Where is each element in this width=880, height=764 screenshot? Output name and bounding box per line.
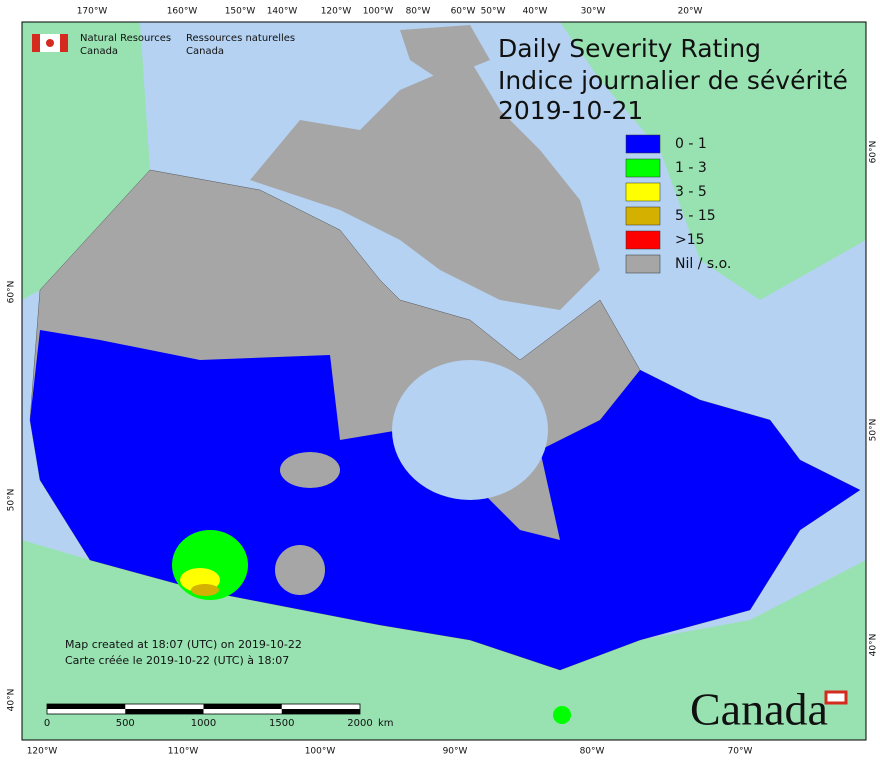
- scale-segment: [203, 704, 282, 709]
- frame: [21, 21, 867, 741]
- legend-label: 0 - 1: [675, 136, 707, 152]
- legend-swatch: [625, 134, 661, 154]
- graticule-label: 170°W: [77, 7, 108, 17]
- graticule-label: 50°N: [7, 489, 17, 512]
- legend-label: 1 - 3: [675, 160, 707, 176]
- title: Indice journalier de sévérité: [498, 66, 848, 95]
- graticule-label: 110°W: [168, 747, 199, 757]
- scale-label: 1500: [269, 718, 294, 729]
- title: Daily Severity Rating: [498, 34, 761, 63]
- graticule-label: 60°W: [451, 7, 476, 17]
- legend-swatch: [625, 254, 661, 274]
- scale-unit: km: [378, 718, 394, 729]
- graticule-label: 150°W: [225, 7, 256, 17]
- graticule-label: 80°W: [406, 7, 431, 17]
- graticule-label: 50°W: [481, 7, 506, 17]
- graticule-label: 40°N: [869, 634, 879, 657]
- scale-segment: [47, 704, 126, 709]
- fire-zone: [553, 706, 571, 724]
- graticule-label: 50°N: [869, 419, 879, 442]
- graticule-label: 120°W: [27, 747, 58, 757]
- agency-fr: Ressources naturelles: [186, 33, 295, 44]
- hudson-bay: [392, 360, 548, 500]
- date: 2019-10-21: [498, 96, 643, 125]
- graticule-label: 30°W: [581, 7, 606, 17]
- graticule-label: 160°W: [167, 7, 198, 17]
- scale-label: 1000: [191, 718, 216, 729]
- agency-fr: Canada: [186, 46, 224, 57]
- agency-en: Canada: [80, 46, 118, 57]
- agency-en: Natural Resources: [80, 33, 171, 44]
- legend-label: >15: [675, 232, 705, 248]
- graticule-label: 80°W: [580, 747, 605, 757]
- nil-patch: [275, 545, 325, 595]
- graticule-label: 70°W: [728, 747, 753, 757]
- graticule-label: 20°W: [678, 7, 703, 17]
- note: Map created at 18:07 (UTC) on 2019-10-22: [65, 638, 302, 651]
- note: Carte créée le 2019-10-22 (UTC) à 18:07: [65, 654, 289, 667]
- scale-label: 0: [44, 718, 50, 729]
- graticule-label: 140°W: [267, 7, 298, 17]
- graticule-label: 40°W: [523, 7, 548, 17]
- scale-label: 500: [116, 718, 135, 729]
- flag: [32, 34, 40, 52]
- graticule-label: 60°N: [7, 281, 17, 304]
- graticule-label: 100°W: [363, 7, 394, 17]
- graticule-label: 40°N: [7, 689, 17, 712]
- graticule-label: 100°W: [305, 747, 336, 757]
- alaska: [22, 22, 150, 300]
- greenland: [560, 22, 866, 300]
- wordmark-flag: [824, 690, 848, 705]
- flag: [60, 34, 68, 52]
- scale-segment: [125, 709, 204, 714]
- flag: [46, 39, 54, 47]
- legend-swatch: [625, 182, 661, 202]
- united-states: [22, 540, 866, 740]
- legend-swatch: [625, 230, 661, 250]
- ellesmere-island: [400, 25, 490, 80]
- legend-swatch: [625, 206, 661, 226]
- legend-label: 5 - 15: [675, 208, 716, 224]
- graticule-label: 60°N: [869, 141, 879, 164]
- scale-segment: [281, 709, 360, 714]
- legend-label: 3 - 5: [675, 184, 707, 200]
- scale-label: 2000: [347, 718, 372, 729]
- nil-patch: [280, 452, 340, 488]
- wordmark: Canada: [690, 684, 828, 735]
- graticule-label: 120°W: [321, 7, 352, 17]
- fire-zone: [191, 584, 219, 596]
- legend-swatch: [625, 158, 661, 178]
- graticule-label: 90°W: [443, 747, 468, 757]
- arctic-islands: [250, 60, 600, 310]
- legend-label: Nil / s.o.: [675, 256, 731, 272]
